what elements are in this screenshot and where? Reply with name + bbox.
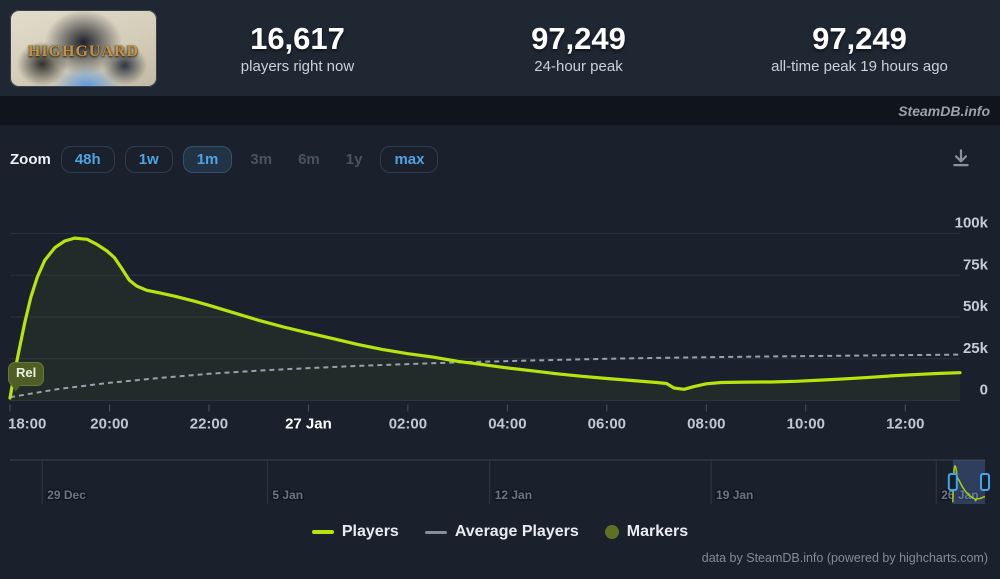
players-line-swatch [311, 530, 334, 534]
alltime-peak-value: 97,249 [812, 20, 907, 56]
x-axis-label: 18:00 [8, 416, 46, 433]
stats-header: HIGHGUARD 16,617 players right now 97,24… [0, 0, 1000, 96]
download-chart-button[interactable] [946, 143, 976, 176]
chart-toolbar: Zoom 48h 1w 1m 3m 6m 1y max [10, 140, 990, 178]
y-axis-label: 75k [963, 256, 989, 273]
player-chart-plot: 0 25k 50k 75k 100k 18:00 20:00 22:00 27 Jan 02:00… [8, 215, 989, 433]
zoom-buttons: 48h 1w 1m 3m 6m 1y max [60, 145, 946, 173]
zoom-button-1m[interactable]: 1m [182, 145, 233, 173]
alltime-peak-label: all-time peak 19 hours ago [771, 58, 948, 76]
current-players-value: 16,617 [250, 20, 345, 56]
game-capsule-image[interactable]: HIGHGUARD [10, 9, 157, 87]
navigator-date-label: 5 Jan [272, 488, 303, 502]
navigator-mini-series [952, 464, 986, 503]
legend-item-markers[interactable]: Markers [604, 523, 689, 541]
stats-row: 16,617 players right now 97,249 24-hour … [157, 21, 1000, 76]
legend-item-players[interactable]: Players [311, 523, 399, 541]
x-axis-label: 06:00 [588, 416, 626, 433]
x-axis-label: 27 Jan [285, 416, 332, 433]
legend-item-average-players[interactable]: Average Players [424, 523, 579, 541]
x-axis-label: 04:00 [488, 416, 526, 433]
release-marker-badge[interactable]: Rel [8, 362, 45, 386]
y-axis-label: 50k [963, 298, 989, 315]
navigator-right-handle[interactable] [980, 473, 990, 491]
download-icon [953, 148, 969, 166]
brand-bar: SteamDB.info [0, 96, 1000, 125]
player-chart: 0 25k 50k 75k 100k 18:00 20:00 22:00 27 Jan 02:00… [0, 190, 1000, 445]
peak-24h-value: 97,249 [531, 20, 626, 56]
zoom-button-1y: 1y [338, 147, 371, 172]
x-axis-label: 12:00 [886, 416, 924, 433]
stat-alltime-peak: 97,249 all-time peak 19 hours ago [719, 21, 1000, 76]
legend-markers-label: Markers [626, 523, 689, 540]
steamdb-logo-text[interactable]: SteamDB.info [898, 102, 990, 119]
zoom-button-48h[interactable]: 48h [60, 145, 115, 173]
chart-legend: Players Average Players Markers [0, 518, 1000, 546]
y-axis-label: 100k [955, 215, 989, 232]
x-axis-label: 02:00 [389, 416, 427, 433]
x-axis-label: 08:00 [687, 416, 725, 433]
x-axis-label: 20:00 [90, 416, 128, 433]
y-axis-label: 25k [963, 340, 989, 357]
zoom-label: Zoom [10, 150, 51, 168]
chart-credits[interactable]: data by SteamDB.info (powered by highcha… [701, 551, 988, 565]
legend-average-players-label: Average Players [454, 523, 579, 540]
navigator-date-label: 29 Dec [47, 488, 86, 502]
navigator-date-label: 19 Jan [716, 488, 753, 502]
navigator-selection[interactable] [952, 460, 985, 504]
players-area-fill [10, 238, 960, 401]
game-title: HIGHGUARD [27, 42, 140, 60]
y-axis-label: 0 [980, 382, 988, 399]
zoom-button-max[interactable]: max [380, 145, 439, 173]
legend-players-label: Players [341, 523, 399, 540]
markers-circle-swatch [604, 525, 619, 539]
zoom-button-6m: 6m [290, 147, 328, 172]
current-players-label: players right now [240, 58, 355, 76]
peak-24h-label: 24-hour peak [534, 58, 623, 76]
average-players-line-swatch [424, 530, 447, 534]
zoom-button-1w[interactable]: 1w [124, 145, 173, 173]
navigator-left-handle[interactable] [947, 473, 958, 491]
navigator-date-label: 12 Jan [495, 488, 532, 502]
players-line [8, 236, 962, 400]
zoom-button-3m: 3m [242, 147, 280, 172]
x-axis-label: 22:00 [190, 416, 228, 433]
stat-current-players: 16,617 players right now [157, 21, 438, 76]
x-axis-label: 10:00 [787, 416, 825, 433]
stat-24h-peak: 97,249 24-hour peak [438, 21, 719, 76]
